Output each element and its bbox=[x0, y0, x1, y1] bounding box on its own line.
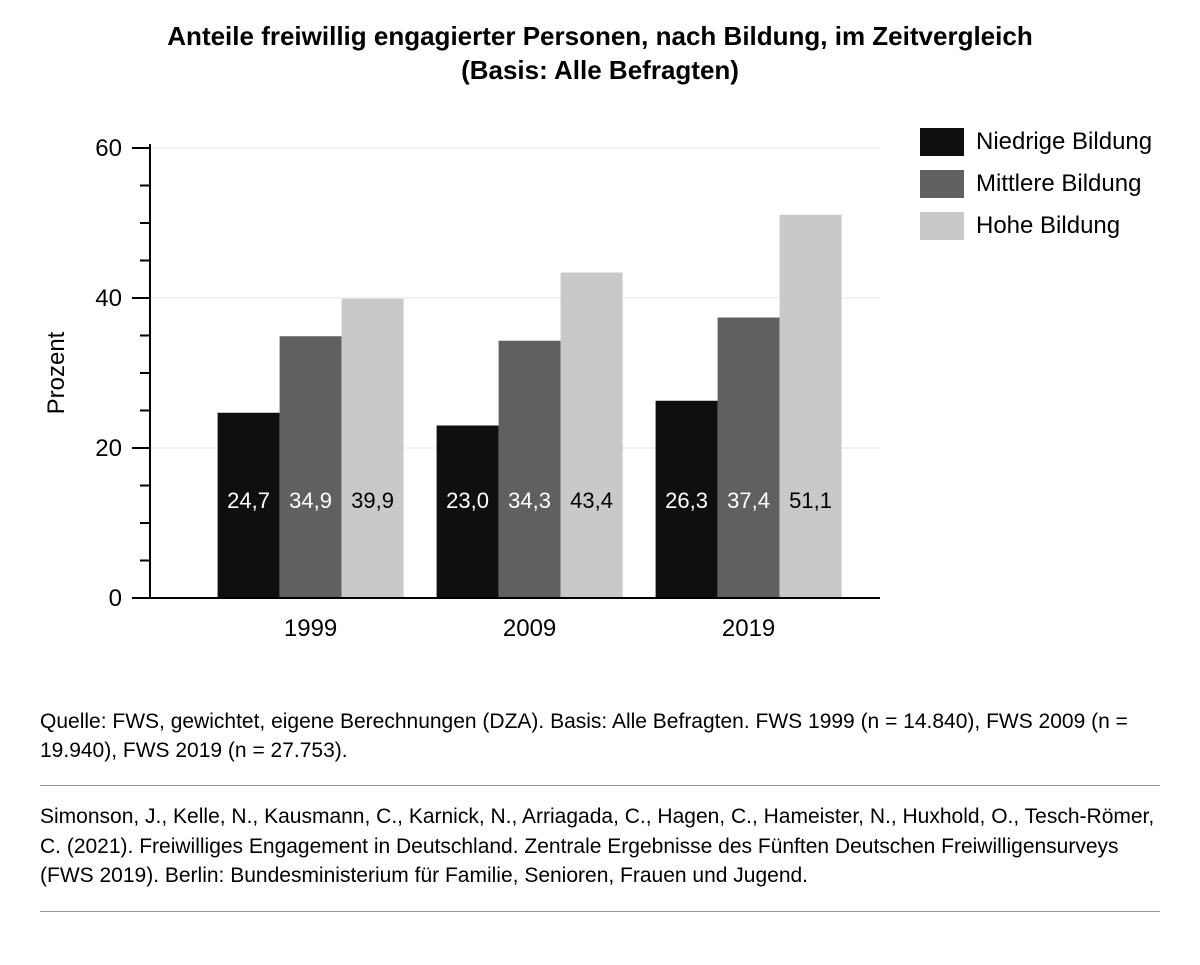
bar-value-label: 51,1 bbox=[789, 488, 832, 513]
separator-2 bbox=[40, 911, 1160, 912]
source-note: Quelle: FWS, gewichtet, eigene Berechnun… bbox=[40, 707, 1160, 766]
y-tick-label: 40 bbox=[95, 285, 122, 312]
bar-value-label: 24,7 bbox=[227, 488, 270, 513]
legend-swatch bbox=[920, 128, 964, 156]
legend: Niedrige Bildung Mittlere Bildung Hohe Bil… bbox=[920, 128, 1152, 254]
legend-item: Niedrige Bildung bbox=[920, 128, 1152, 156]
y-tick-label: 0 bbox=[109, 585, 122, 612]
bar-value-label: 23,0 bbox=[446, 488, 489, 513]
legend-swatch bbox=[920, 170, 964, 198]
chart-title-line1: Anteile freiwillig engagierter Personen,… bbox=[167, 21, 1032, 51]
bar bbox=[280, 336, 342, 598]
legend-item: Mittlere Bildung bbox=[920, 170, 1152, 198]
bar-chart: 24,7 34,9 39,9 1999 23,0 34,3 43,4 2009 26,3 37,4… bbox=[40, 118, 900, 678]
y-tick-label: 60 bbox=[95, 135, 122, 162]
bar bbox=[718, 317, 780, 598]
separator bbox=[40, 785, 1160, 786]
x-tick-label: 2019 bbox=[722, 615, 775, 642]
x-tick-label: 1999 bbox=[284, 615, 337, 642]
legend-swatch bbox=[920, 212, 964, 240]
bar bbox=[561, 272, 623, 598]
y-tick-label: 20 bbox=[95, 435, 122, 462]
chart-title: Anteile freiwillig engagierter Personen,… bbox=[40, 20, 1160, 88]
bar-value-label: 34,9 bbox=[289, 488, 332, 513]
citation: Simonson, J., Kelle, N., Kausmann, C., K… bbox=[40, 802, 1160, 890]
bar-value-label: 39,9 bbox=[351, 488, 394, 513]
page: Anteile freiwillig engagierter Personen,… bbox=[0, 0, 1200, 965]
x-tick-label: 2009 bbox=[503, 615, 556, 642]
bar bbox=[499, 340, 561, 597]
y-axis-label: Prozent bbox=[43, 331, 70, 414]
chart-wrap: 24,7 34,9 39,9 1999 23,0 34,3 43,4 2009 26,3 37,4… bbox=[40, 118, 900, 683]
bar-value-label: 43,4 bbox=[570, 488, 613, 513]
bar bbox=[780, 214, 842, 597]
bar-value-label: 26,3 bbox=[665, 488, 708, 513]
chart-row: 24,7 34,9 39,9 1999 23,0 34,3 43,4 2009 26,3 37,4… bbox=[40, 118, 1160, 683]
legend-label: Mittlere Bildung bbox=[976, 170, 1141, 198]
chart-title-line2: (Basis: Alle Befragten) bbox=[461, 55, 739, 85]
legend-label: Hohe Bildung bbox=[976, 212, 1120, 240]
legend-item: Hohe Bildung bbox=[920, 212, 1152, 240]
legend-label: Niedrige Bildung bbox=[976, 128, 1152, 156]
bar bbox=[342, 298, 404, 597]
bar-value-label: 37,4 bbox=[727, 488, 770, 513]
bar-value-label: 34,3 bbox=[508, 488, 551, 513]
